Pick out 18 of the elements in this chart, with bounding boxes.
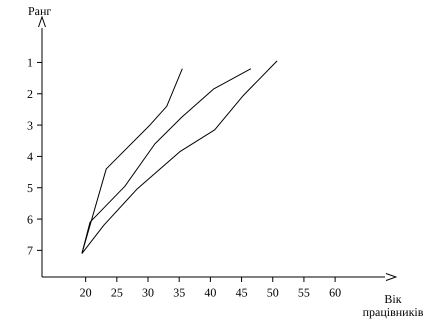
x-tick-label: 60 xyxy=(329,286,342,300)
x-tick-label: 20 xyxy=(80,286,92,300)
y-tick-label: 3 xyxy=(27,118,33,132)
y-tick-label: 2 xyxy=(27,87,33,102)
x-tick-label: 35 xyxy=(173,286,186,300)
y-tick-label: 5 xyxy=(27,180,33,195)
y-tick-label: 1 xyxy=(27,56,33,70)
x-axis-title: Вік працівників xyxy=(362,292,424,319)
x-tick-label: 50 xyxy=(266,286,279,300)
y-axis-title: Ранг xyxy=(28,4,52,19)
x-tick-label: 40 xyxy=(204,286,216,300)
x-tick-label: 30 xyxy=(142,286,154,300)
x-tick-label: 45 xyxy=(236,286,248,300)
y-tick-label: 4 xyxy=(27,150,33,164)
x-tick-label: 55 xyxy=(298,286,310,300)
y-tick-label: 7 xyxy=(27,244,33,258)
y-tick-label: 6 xyxy=(27,212,33,226)
x-tick-label: 25 xyxy=(110,286,123,300)
